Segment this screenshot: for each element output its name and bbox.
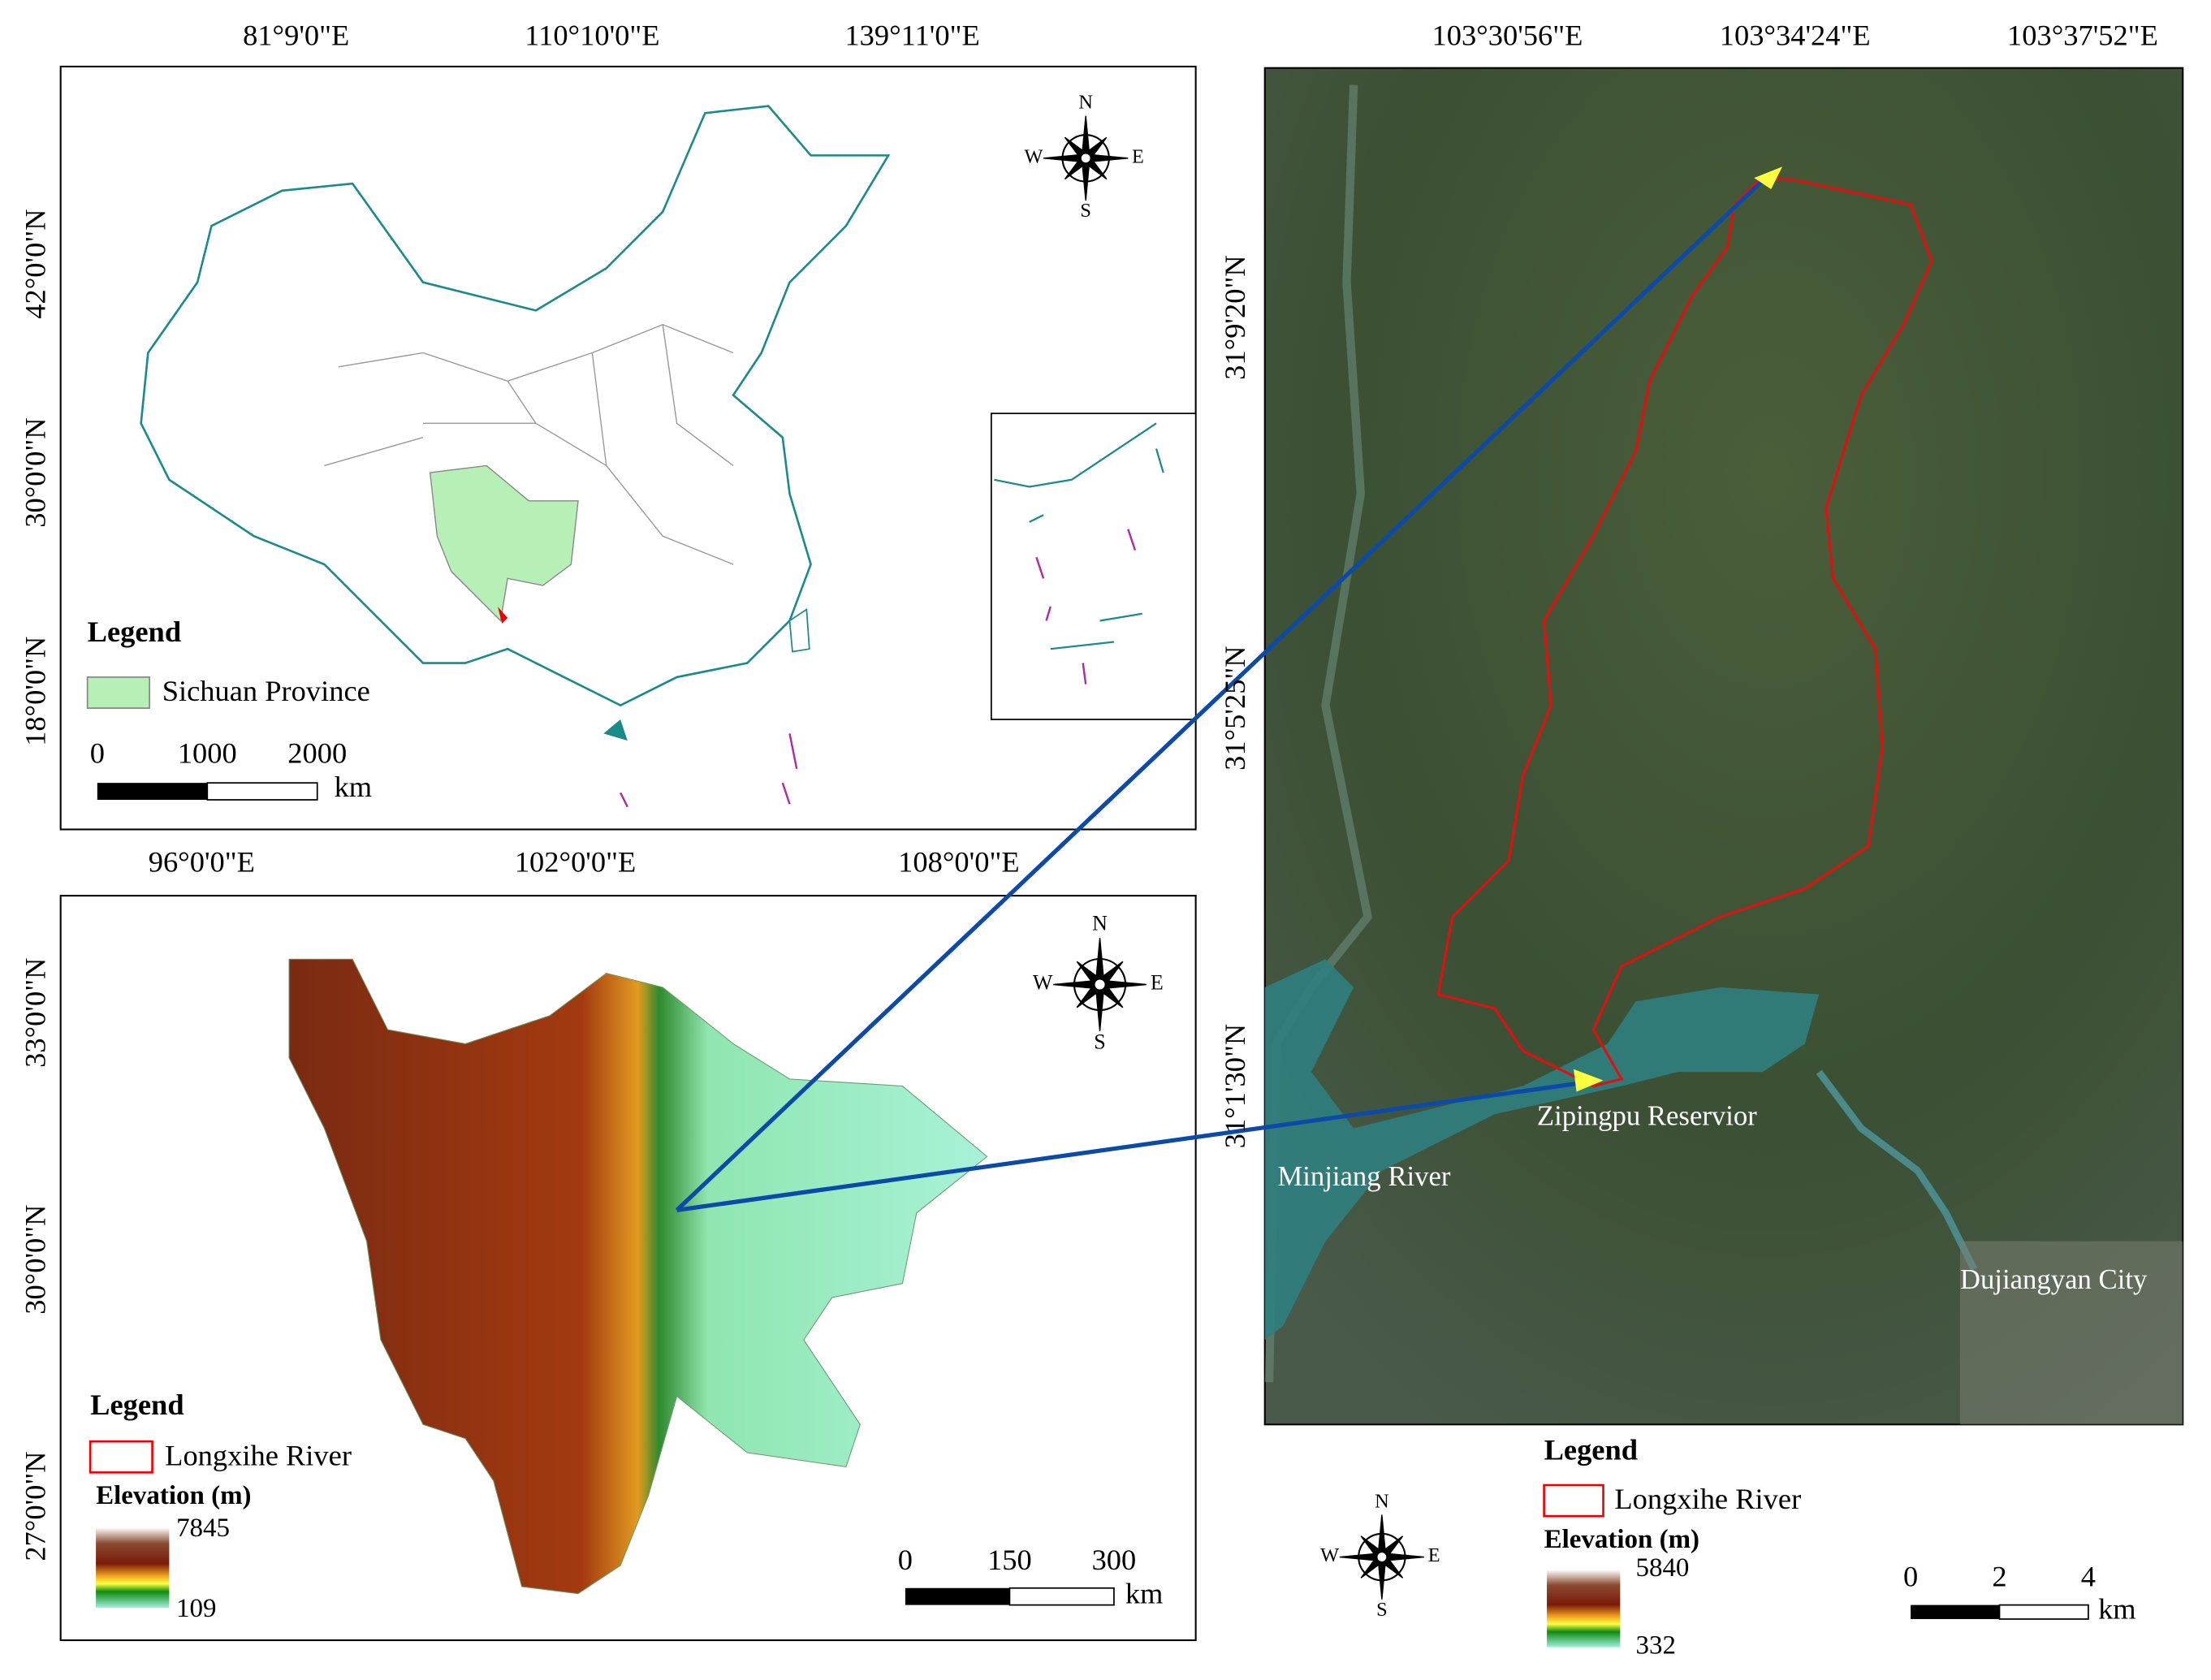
legend-title: Legend (1544, 1433, 1638, 1466)
islands (620, 529, 1137, 808)
lat-label: 27°0'0"N (19, 1451, 51, 1561)
link-arrow (676, 1081, 1580, 1212)
elevation-max: 5840 (1635, 1553, 1689, 1583)
compass-n: N (1078, 92, 1093, 114)
legend-swatch (86, 676, 150, 709)
scale-bar (97, 783, 208, 801)
lat-label: 31°1'30"N (1219, 1024, 1251, 1148)
scale-label: 0 (90, 737, 105, 770)
study-location (498, 607, 508, 624)
compass-s: S (1376, 1599, 1388, 1621)
compass-center (1375, 1551, 1388, 1563)
elevation-min: 332 (1635, 1630, 1675, 1660)
lat-label: 30°0'0"N (19, 417, 51, 527)
city-area (1959, 1241, 2183, 1425)
legend-swatch (1543, 1483, 1604, 1518)
elevation-min: 109 (176, 1594, 216, 1623)
arrow-head (1754, 166, 1783, 190)
compass-w: W (1033, 970, 1053, 994)
place-label: Dujiangyan City (1960, 1263, 2148, 1295)
legend-elevation-title: Elevation (m) (96, 1481, 251, 1510)
scale-label: 150 (987, 1544, 1032, 1576)
inset-frame (990, 412, 1197, 720)
legend-label: Longxihe River (165, 1439, 352, 1471)
elevation-ramp (1547, 1570, 1621, 1648)
lon-label: 108°0'0"E (898, 845, 1019, 878)
scale-bar (206, 782, 318, 801)
legend-title: Legend (90, 1388, 184, 1421)
scale-unit: km (2098, 1593, 2136, 1626)
compass-e: E (1151, 970, 1164, 994)
place-label: Minjiang River (1277, 1160, 1451, 1192)
taiwan (788, 608, 810, 653)
lon-label: 102°0'0"E (515, 845, 636, 878)
scale-label: 2000 (287, 737, 347, 770)
compass-s: S (1094, 1030, 1105, 1053)
lat-label: 18°0'0"N (19, 637, 51, 746)
lat-label: 31°5'25"N (1219, 646, 1251, 770)
scale-bar (1998, 1604, 2089, 1620)
elevation-max: 7845 (176, 1514, 230, 1543)
legend-label: Sichuan Province (162, 675, 370, 707)
scale-label: 4 (2081, 1561, 2096, 1593)
legend-swatch (89, 1440, 153, 1474)
reservoir (1264, 959, 1820, 1341)
inset-coast (994, 422, 1164, 650)
scale-label: 0 (898, 1544, 913, 1576)
scale-label: 2 (1992, 1561, 2006, 1593)
lon-label: 96°0'0"E (149, 845, 255, 878)
compass-w: W (1024, 145, 1043, 167)
river (1816, 1069, 1978, 1272)
compass-n: N (1092, 912, 1108, 935)
compass-center (1093, 978, 1107, 991)
scale-label: 1000 (178, 737, 237, 770)
compass-e: E (1428, 1544, 1440, 1566)
arrow-head (1574, 1069, 1604, 1092)
hainan (603, 719, 628, 741)
scale-unit: km (335, 771, 373, 803)
scale-unit: km (1125, 1578, 1164, 1610)
scale-label: 0 (1903, 1561, 1918, 1593)
elevation-map (288, 958, 988, 1595)
province-borders (324, 324, 734, 565)
lat-label: 30°0'0"N (19, 1205, 51, 1315)
place-label: Zipingpu Reservior (1537, 1099, 1757, 1131)
lat-label: 33°0'0"N (19, 958, 51, 1068)
scale-label: 300 (1092, 1544, 1137, 1576)
legend-title: Legend (88, 615, 181, 648)
scale-bar (905, 1587, 1010, 1605)
china-outline (140, 105, 891, 707)
lat-label: 42°0'0"N (19, 209, 51, 318)
lon-label: 139°11'0"E (844, 19, 979, 52)
longxihe-watershed (1436, 175, 1933, 1088)
satellite-image (1263, 67, 2184, 1426)
link-arrow (675, 179, 1764, 1212)
legend-label: Longxihe River (1614, 1483, 1801, 1515)
scale-bar (1008, 1587, 1115, 1606)
compass-e: E (1132, 145, 1144, 167)
compass-w: W (1320, 1544, 1339, 1566)
lon-label: 103°30'56"E (1432, 19, 1583, 52)
compass-s: S (1080, 200, 1091, 222)
sichuan-province (429, 464, 579, 622)
compass-n: N (1375, 1490, 1389, 1512)
legend-elevation-title: Elevation (m) (1544, 1525, 1699, 1554)
scale-bar (1911, 1604, 2000, 1619)
elevation-ramp (96, 1527, 170, 1609)
lat-label: 31°9'20"N (1219, 255, 1251, 379)
lon-label: 110°10'0"E (525, 19, 659, 52)
lon-label: 103°34'24"E (1720, 19, 1871, 52)
compass-center (1080, 152, 1092, 164)
lon-label: 103°37'52"E (2007, 19, 2158, 52)
lon-label: 81°9'0"E (243, 19, 349, 52)
